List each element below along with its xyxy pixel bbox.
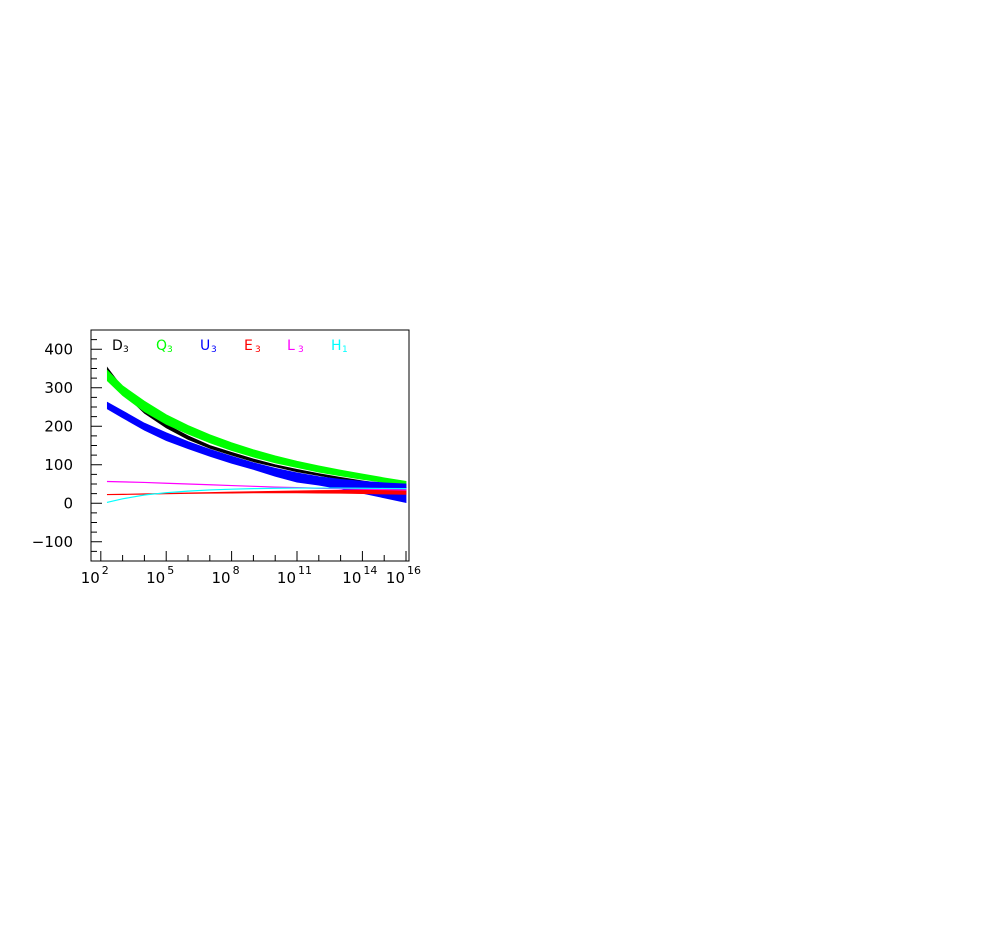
x-tick-exponent: 5 (167, 564, 174, 577)
x-tick-exponent: 2 (102, 564, 109, 577)
y-tick-label: 200 (44, 417, 73, 435)
x-tick-exponent: 14 (363, 564, 377, 577)
x-tick-label: 10 5 (146, 564, 174, 587)
x-tick-label: 10 11 (277, 564, 312, 587)
x-tick-label: 10 8 (212, 564, 240, 587)
legend-subscript: 1 (342, 345, 348, 355)
legend-label: L (287, 338, 295, 354)
legend-label: Q (156, 338, 167, 354)
x-tick-base: 10 (81, 569, 100, 587)
series-band-h1 (106, 487, 407, 503)
x-tick-exponent: 8 (233, 564, 240, 577)
legend-subscript: 3 (255, 345, 261, 355)
series-bands (106, 366, 407, 503)
x-tick-base: 10 (212, 569, 231, 587)
x-tick-label: 10 16 (386, 564, 421, 587)
x-tick-exponent: 16 (407, 564, 421, 577)
x-tick-base: 10 (277, 569, 296, 587)
legend-subscript: 3 (167, 345, 173, 355)
x-tick-base: 10 (146, 569, 165, 587)
legend-subscript: 3 (211, 345, 217, 355)
x-tick-label: 10 2 (81, 564, 109, 587)
y-tick-label: 100 (44, 456, 73, 474)
legend-subscript: 3 (123, 345, 129, 355)
y-tick-label: 300 (44, 379, 73, 397)
x-tick-label: 10 14 (342, 564, 377, 587)
y-tick-label: 0 (63, 494, 73, 512)
legend-label: D (112, 338, 123, 354)
x-tick-base: 10 (342, 569, 361, 587)
x-tick-exponent: 11 (298, 564, 312, 577)
legend-label: H (331, 338, 342, 354)
legend-label: E (244, 338, 253, 354)
series-band-e3 (106, 489, 407, 496)
y-tick-label: 400 (44, 340, 73, 358)
plot-frame (90, 329, 410, 562)
series-band-l3 (106, 480, 407, 491)
y-tick-label: −100 (32, 533, 73, 551)
legend-subscript: 3 (298, 345, 304, 355)
x-axis: 10 2 10 5 10 8 10 11 10 14 10 16 (81, 551, 421, 587)
y-axis: 400 300 200 100 0 −100 (32, 329, 102, 562)
legend-label: U (200, 338, 210, 354)
x-tick-base: 10 (386, 569, 405, 587)
